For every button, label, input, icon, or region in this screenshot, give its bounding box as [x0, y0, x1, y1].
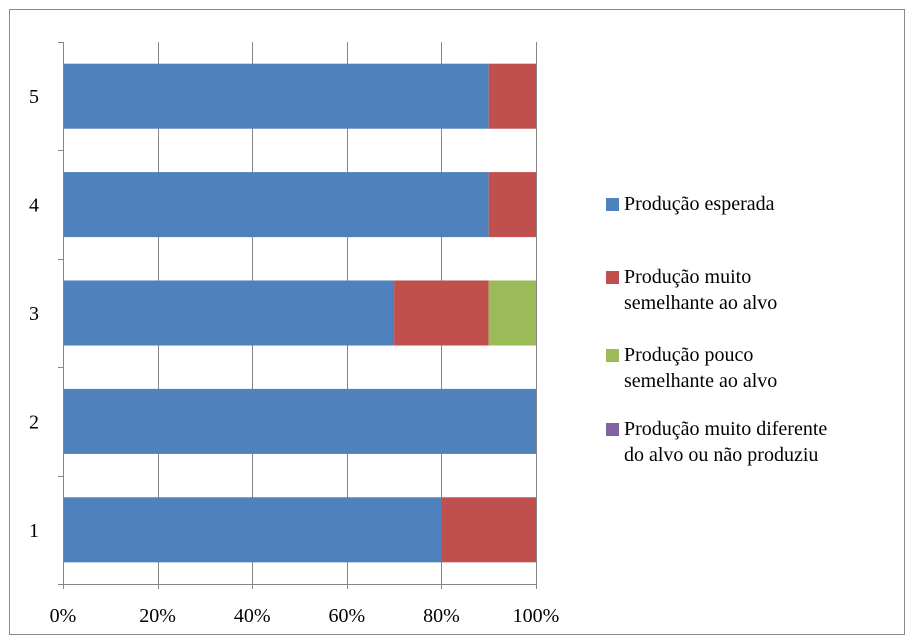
x-tick-label-5: 100%	[513, 605, 560, 627]
legend-swatch-0	[606, 198, 619, 211]
y-tick-label-3: 3	[29, 303, 39, 325]
legend-label-1: Produção muito semelhante ao alvo	[624, 266, 778, 314]
bars	[63, 63, 536, 563]
x-tick-label-3: 60%	[328, 605, 365, 627]
legend-item-3: Produção muito diferente do alvo ou não …	[606, 416, 914, 468]
legend: Produção esperada Produção muito semelhan…	[606, 0, 906, 640]
legend-label-3: Produção muito diferente do alvo ou não …	[624, 418, 828, 466]
bar-cat-5-series-1	[488, 63, 536, 129]
x-tick-label-4: 80%	[423, 605, 460, 627]
legend-item-2: Produção pouco semelhante ao alvo	[606, 342, 914, 394]
bar-cat-4-series-1	[488, 172, 536, 238]
legend-label-0: Produção esperada	[624, 193, 775, 215]
y-tick-label-4: 4	[29, 195, 39, 217]
bar-cat-1-series-0	[63, 497, 442, 563]
bar-cat-3-series-1	[394, 280, 489, 346]
legend-label-2: Produção pouco semelhante ao alvo	[624, 344, 778, 392]
axes	[58, 42, 537, 589]
tick-labels: 1 2 3 4 5 0% 20% 40% 60% 80% 100%	[29, 86, 559, 627]
bar-cat-2-series-0	[63, 388, 536, 454]
bar-cat-3-series-2	[488, 280, 536, 346]
y-tick-label-5: 5	[29, 86, 39, 108]
legend-item-0: Produção esperada	[606, 191, 914, 217]
x-tick-label-2: 40%	[234, 605, 271, 627]
bar-cat-3-series-0	[63, 280, 395, 346]
y-tick-label-1: 1	[29, 520, 39, 542]
legend-swatch-2	[606, 349, 619, 362]
y-tick-label-2: 2	[29, 411, 39, 433]
legend-swatch-3	[606, 423, 619, 436]
bar-cat-4-series-0	[63, 172, 489, 238]
x-tick-label-0: 0%	[50, 605, 77, 627]
x-tick-label-1: 20%	[139, 605, 176, 627]
bar-cat-1-series-1	[441, 497, 536, 563]
bar-cat-5-series-0	[63, 63, 489, 129]
legend-item-1: Produção muito semelhante ao alvo	[606, 264, 914, 316]
legend-swatch-1	[606, 271, 619, 284]
